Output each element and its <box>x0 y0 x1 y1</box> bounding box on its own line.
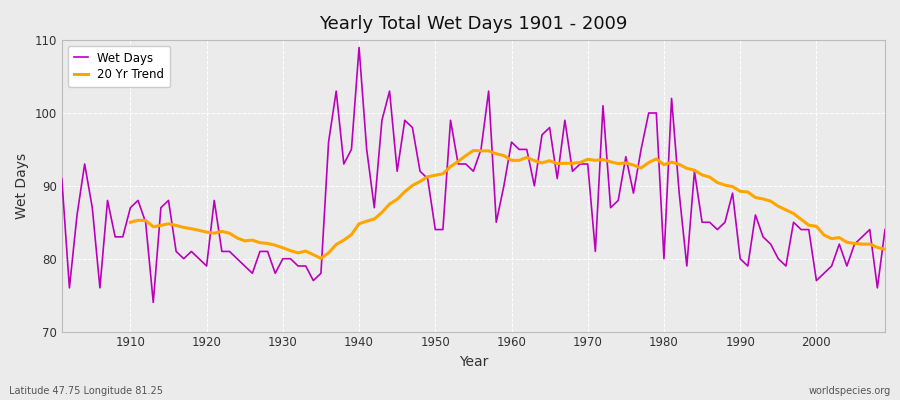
20 Yr Trend <box>590 158 601 163</box>
Line: Wet Days: Wet Days <box>62 47 885 302</box>
Y-axis label: Wet Days: Wet Days <box>15 153 29 219</box>
20 Yr Trend <box>125 220 136 225</box>
Wet Days <box>292 264 303 268</box>
Wet Days <box>117 234 128 239</box>
Wet Days <box>521 147 532 152</box>
20 Yr Trend <box>857 242 868 246</box>
20 Yr Trend <box>270 243 281 248</box>
20 Yr Trend <box>529 158 540 163</box>
20 Yr Trend <box>301 249 311 254</box>
Title: Yearly Total Wet Days 1901 - 2009: Yearly Total Wet Days 1901 - 2009 <box>320 15 627 33</box>
Text: worldspecies.org: worldspecies.org <box>809 386 891 396</box>
Wet Days <box>354 45 364 50</box>
20 Yr Trend <box>879 247 890 252</box>
Wet Days <box>613 198 624 203</box>
Legend: Wet Days, 20 Yr Trend: Wet Days, 20 Yr Trend <box>68 46 170 87</box>
Text: Latitude 47.75 Longitude 81.25: Latitude 47.75 Longitude 81.25 <box>9 386 163 396</box>
Wet Days <box>514 147 525 152</box>
Wet Days <box>148 300 158 305</box>
20 Yr Trend <box>468 148 479 153</box>
20 Yr Trend <box>316 256 327 261</box>
Wet Days <box>57 176 68 181</box>
Wet Days <box>338 162 349 166</box>
X-axis label: Year: Year <box>459 355 488 369</box>
Wet Days <box>879 227 890 232</box>
Line: 20 Yr Trend: 20 Yr Trend <box>130 150 885 258</box>
20 Yr Trend <box>834 235 845 240</box>
